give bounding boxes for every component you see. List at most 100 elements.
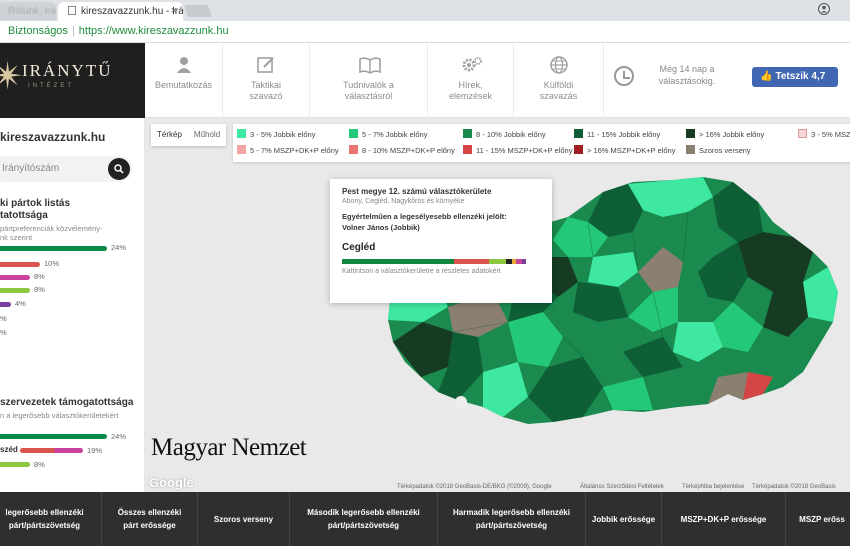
legend-label: 11 - 15% MSZP+DK+P előny xyxy=(476,146,573,155)
search-input[interactable]: Irányítószám xyxy=(2,163,60,174)
satellite-view-button[interactable]: Műhold xyxy=(193,130,221,139)
security-label[interactable]: Biztonságos xyxy=(8,25,68,37)
district-shape[interactable] xyxy=(698,242,748,302)
district-shape[interactable] xyxy=(663,212,718,262)
legend-label: 8 - 10% Jobbik előny xyxy=(476,130,546,139)
district-shape[interactable] xyxy=(573,282,628,322)
district-shape[interactable] xyxy=(638,247,683,292)
legend-swatch xyxy=(574,145,583,154)
legend-label: > 16% MSZP+DK+P előny xyxy=(587,146,676,155)
bottom-tab[interactable]: legerősebb ellenzéki párt/pártszövetség xyxy=(0,492,102,546)
legend-swatch xyxy=(349,129,358,138)
bottom-tab[interactable]: Második legerősebb ellenzéki párt/pártsz… xyxy=(290,492,438,546)
bottom-tab[interactable]: Összes ellenzéki párt erőssége xyxy=(102,492,198,546)
legend-label: 8 - 10% MSZP+DK+P előny xyxy=(362,146,455,155)
tab-title: kireszavazzunk.hu - Irány... xyxy=(81,6,183,17)
report-error-link[interactable]: Térképhiba bejelentése xyxy=(682,484,745,490)
bar-label: széd xyxy=(0,445,18,454)
district-shape[interactable] xyxy=(563,327,623,357)
thumbs-up-icon: 👍 xyxy=(760,71,773,82)
legend-label: > 16% Jobbik előny xyxy=(699,130,765,139)
district-info-popup[interactable]: Pest megye 12. számú választókerülete Ab… xyxy=(330,179,552,303)
district-shape[interactable] xyxy=(508,312,563,367)
legend-label: 3 - 5% MSZ xyxy=(811,130,850,139)
district-shape[interactable] xyxy=(678,362,718,407)
district-shape[interactable] xyxy=(455,396,467,408)
facebook-like-button[interactable]: 👍 Tetszik 4,7 ezer xyxy=(752,67,838,102)
legend-item: 3 - 5% Jobbik előny xyxy=(237,129,315,140)
district-shape[interactable] xyxy=(438,332,483,400)
party-bar xyxy=(0,288,30,293)
district-shape[interactable] xyxy=(803,267,838,322)
bottom-tab[interactable]: Harmadik legerősebb ellenzéki párt/párts… xyxy=(438,492,586,546)
district-shape[interactable] xyxy=(713,302,763,352)
map-attribution: Térképadatok ©2018 GeoBasis xyxy=(752,484,836,490)
search-icon[interactable] xyxy=(108,158,130,180)
terms-link[interactable]: Általános Szerződési Feltételek xyxy=(580,484,664,490)
legend-swatch xyxy=(463,129,472,138)
new-tab-button[interactable] xyxy=(183,5,213,17)
nav-tudnivalok[interactable]: Tudnivalók a választásról xyxy=(310,43,428,118)
nav-bemutatkozas[interactable]: Bemutatkozás xyxy=(145,43,223,118)
bottom-tab[interactable]: Jobbik erőssége xyxy=(586,492,662,546)
legend-label: 5 - 7% Jobbik előny xyxy=(362,130,428,139)
browser-tab-active[interactable]: kireszavazzunk.hu - Irány... × xyxy=(58,2,183,21)
district-shape[interactable] xyxy=(743,372,773,400)
result-segment xyxy=(489,259,506,264)
result-segment xyxy=(516,259,522,264)
district-shape[interactable] xyxy=(738,232,813,292)
district-shape[interactable] xyxy=(673,322,723,362)
legend-item: 5 - 7% Jobbik előny xyxy=(349,129,427,140)
org-bar xyxy=(0,434,107,439)
result-segment xyxy=(522,259,526,264)
district-shape[interactable] xyxy=(393,322,453,377)
newspaper-watermark: Magyar Nemzet xyxy=(151,434,307,461)
district-shape[interactable] xyxy=(553,217,608,257)
profile-icon[interactable] xyxy=(818,3,830,18)
bar-value: 8% xyxy=(34,460,45,469)
bottom-tab[interactable]: MSZP+DK+P erőssége xyxy=(662,492,786,546)
district-shape[interactable] xyxy=(708,372,748,404)
legend-swatch xyxy=(237,129,246,138)
address-separator: | xyxy=(71,25,75,37)
district-shape[interactable] xyxy=(603,377,653,410)
close-icon[interactable]: × xyxy=(170,5,177,17)
nav-label: Hírek, elemzések xyxy=(448,80,493,101)
map-type-toggle[interactable]: Térkép Műhold xyxy=(151,124,227,146)
address-bar[interactable]: Biztonságos | https://www.kireszavazzunk.h… xyxy=(0,21,850,43)
district-shape[interactable] xyxy=(528,357,603,422)
district-shape[interactable] xyxy=(448,292,508,337)
district-shape[interactable] xyxy=(623,337,683,377)
map-view-button[interactable]: Térkép xyxy=(157,130,182,139)
nav-hirek[interactable]: Hírek, elemzések xyxy=(428,43,514,118)
district-shape[interactable] xyxy=(628,177,713,217)
nav-taktikai[interactable]: Taktikai szavazó xyxy=(223,43,310,118)
district-shape[interactable] xyxy=(588,184,643,237)
district-shape[interactable] xyxy=(483,362,528,417)
site-logo[interactable]: ✴ IRÁNYTŰ INTÉZET xyxy=(0,43,145,118)
result-segment xyxy=(342,259,454,264)
logo-tagline: INTÉZET xyxy=(28,83,74,89)
tab-title: Rólunk, Irányt... xyxy=(8,6,56,17)
district-shape[interactable] xyxy=(713,182,763,242)
district-shape[interactable] xyxy=(628,287,678,332)
legend-swatch xyxy=(798,129,807,138)
district-shape[interactable] xyxy=(588,252,638,287)
browser-tab-inactive[interactable]: Rólunk, Irányt... xyxy=(0,2,56,21)
postcode-search[interactable]: Irányítószám xyxy=(0,156,132,182)
legend-item: > 16% MSZP+DK+P előny xyxy=(574,145,675,156)
bottom-tab[interactable]: Szoros verseny xyxy=(198,492,290,546)
org-bar xyxy=(0,462,30,467)
legend-item: 8 - 10% Jobbik előny xyxy=(463,129,546,140)
district-subtitle: Abony, Cegléd, Nagykőrös és környéke xyxy=(342,198,465,205)
bottom-tab[interactable]: MSZP erőss xyxy=(799,514,845,524)
map-area[interactable]: Térkép Műhold 3 - 5% Jobbik előny 5 - 7% … xyxy=(145,118,850,492)
bar-value: 8% xyxy=(34,272,45,281)
map-legend: 3 - 5% Jobbik előny 5 - 7% Jobbik előny … xyxy=(233,124,850,162)
legend-item: Szoros verseny xyxy=(686,145,751,156)
nav-kulfoldi[interactable]: Külföldi szavazás xyxy=(514,43,604,118)
result-segment xyxy=(512,259,516,264)
url-text[interactable]: https://www.kireszavazzunk.hu xyxy=(78,25,229,37)
bar-value: 8% xyxy=(34,285,45,294)
bar-value: 24% xyxy=(111,243,127,252)
